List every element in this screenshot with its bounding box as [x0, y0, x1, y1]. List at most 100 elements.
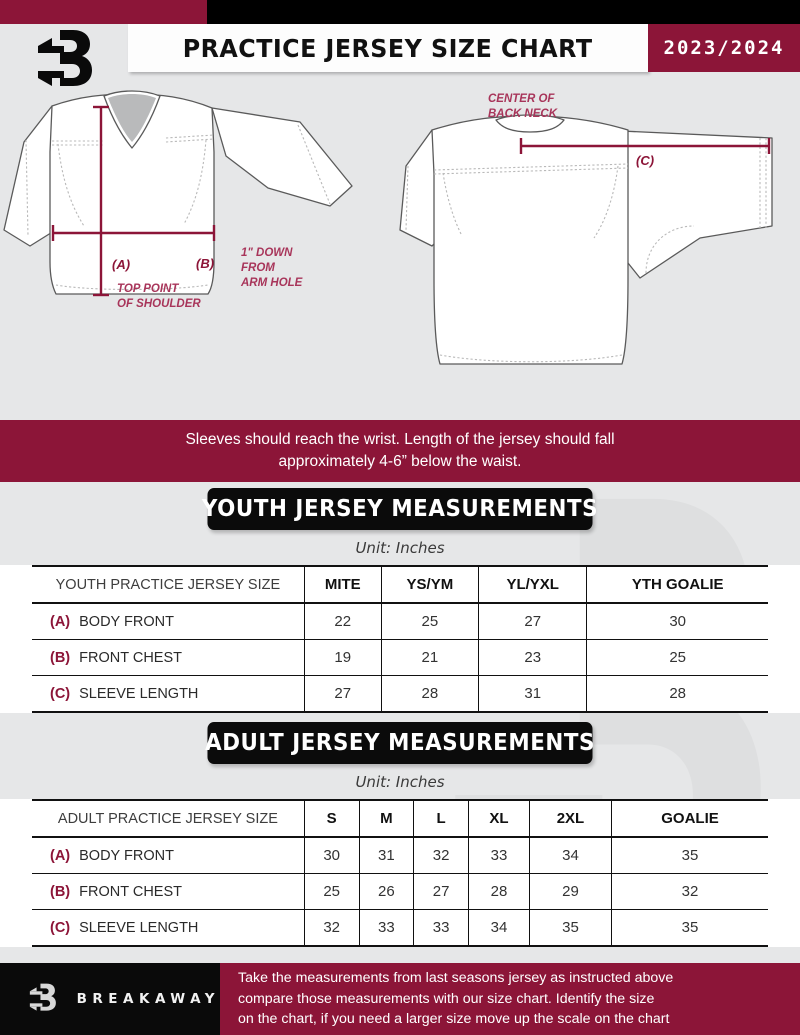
table-row: (B) FRONT CHEST 19 21 23 25 [32, 639, 768, 676]
youth-unit-label: Unit: Inches [355, 539, 445, 557]
adult-header-size-label: ADULT PRACTICE JERSEY SIZE [32, 799, 305, 838]
youth-row-text-1: FRONT CHEST [79, 649, 182, 666]
adult-table-header-row: ADULT PRACTICE JERSEY SIZE S M L XL 2XL … [32, 799, 768, 838]
season-year-badge: 2023/2024 [648, 24, 800, 72]
youth-cell-2-0: 27 [303, 675, 382, 713]
adult-cell-1-3: 28 [467, 873, 530, 910]
youth-column-header-2: YL/YXL [478, 565, 587, 604]
youth-header-size-label: YOUTH PRACTICE JERSEY SIZE [32, 565, 305, 604]
youth-cell-1-0: 19 [303, 639, 382, 676]
top-strip-maroon [0, 0, 207, 24]
youth-section: YOUTH JERSEY MEASUREMENTS Unit: Inches Y… [0, 488, 800, 713]
footer-brand: BREAKAWAY [0, 963, 220, 1035]
back-neck-note-line2: BACK NECK [488, 108, 558, 120]
youth-row-tag-1: (B) [50, 649, 71, 666]
youth-cell-1-1: 21 [380, 639, 479, 676]
youth-table-wrap: YOUTH PRACTICE JERSEY SIZE MITE YS/YM YL… [0, 565, 800, 713]
table-row: (B) FRONT CHEST 25 26 27 28 29 32 [32, 873, 768, 910]
adult-row-tag-1: (B) [50, 883, 71, 900]
adult-row-label-0: (A) BODY FRONT [32, 837, 305, 874]
sizing-note-line-2: approximately 4-6” below the waist. [278, 453, 522, 470]
youth-cell-1-3: 25 [586, 639, 768, 676]
breakaway-b-monogram-icon [30, 26, 106, 98]
adult-row-text-2: SLEEVE LENGTH [79, 919, 199, 936]
table-row: (A) BODY FRONT 30 31 32 33 34 35 [32, 837, 768, 874]
sizing-note-banner: Sleeves should reach the wrist. Length o… [0, 420, 800, 482]
back-label-c-tag: (C) [636, 153, 654, 168]
front-jersey-illustration: (A) TOP POINT OF SHOULDER (B) 1" DOWN FR… [3, 90, 353, 310]
adult-unit-label: Unit: Inches [355, 773, 445, 791]
youth-column-header-3: YTH GOALIE [586, 565, 768, 604]
youth-row-tag-2: (C) [50, 685, 71, 702]
adult-cell-2-0: 32 [303, 909, 360, 947]
header-title-box: PRACTICE JERSEY SIZE CHART [128, 24, 648, 72]
table-row: (C) SLEEVE LENGTH 32 33 33 34 35 35 [32, 909, 768, 947]
youth-column-header-0: MITE [303, 565, 382, 604]
adult-row-label-1: (B) FRONT CHEST [32, 873, 305, 910]
breakaway-b-monogram-icon [29, 983, 56, 1011]
adult-column-header-1: M [358, 799, 414, 838]
youth-measurements-table: YOUTH PRACTICE JERSEY SIZE MITE YS/YM YL… [32, 565, 768, 713]
front-label-a-tag: (A) [112, 257, 130, 272]
youth-row-text-2: SLEEVE LENGTH [79, 685, 199, 702]
youth-cell-1-2: 23 [478, 639, 587, 676]
page-footer: BREAKAWAY Take the measurements from las… [0, 963, 800, 1035]
front-label-b-line3: ARM HOLE [240, 277, 303, 289]
adult-table-wrap: ADULT PRACTICE JERSEY SIZE S M L XL 2XL … [0, 799, 800, 947]
page-title: PRACTICE JERSEY SIZE CHART [183, 33, 593, 63]
adult-row-text-0: BODY FRONT [79, 847, 174, 864]
adult-column-header-3: XL [467, 799, 530, 838]
youth-cell-2-2: 31 [478, 675, 587, 713]
adult-cell-2-4: 35 [528, 909, 612, 947]
front-label-a-line1: TOP POINT [117, 283, 179, 295]
front-label-a-line2: OF SHOULDER [117, 298, 201, 310]
footer-instructions-line-2: compare those measurements with our size… [238, 990, 655, 1007]
page-header: PRACTICE JERSEY SIZE CHART 2023/2024 [0, 24, 800, 86]
youth-row-label-0: (A) BODY FRONT [32, 603, 305, 640]
front-label-b-tag: (B) [196, 256, 214, 271]
adult-cell-2-3: 34 [467, 909, 530, 947]
back-jersey-illustration: (C) CENTER OF BACK NECK [399, 93, 773, 365]
adult-row-tag-0: (A) [50, 847, 71, 864]
jersey-diagram: .outl { fill:#ffffff; stroke:#5a5a5a; st… [0, 78, 800, 420]
table-row: (A) BODY FRONT 22 25 27 30 [32, 603, 768, 640]
adult-column-header-0: S [303, 799, 360, 838]
youth-cell-0-3: 30 [586, 603, 768, 640]
adult-cell-2-5: 35 [610, 909, 768, 947]
adult-cell-1-1: 26 [358, 873, 414, 910]
front-label-b-line2: FROM [241, 262, 275, 274]
youth-cell-0-1: 25 [380, 603, 479, 640]
youth-table-header-row: YOUTH PRACTICE JERSEY SIZE MITE YS/YM YL… [32, 565, 768, 604]
adult-cell-0-2: 32 [413, 837, 469, 874]
adult-column-header-5: GOALIE [610, 799, 768, 838]
adult-section-title: ADULT JERSEY MEASUREMENTS [205, 722, 594, 764]
adult-column-header-2: L [413, 799, 469, 838]
youth-row-label-2: (C) SLEEVE LENGTH [32, 675, 305, 713]
adult-column-header-4: 2XL [528, 799, 612, 838]
footer-instructions-line-3: on the chart, if you need a larger size … [238, 1011, 670, 1028]
youth-row-tag-0: (A) [50, 613, 71, 630]
adult-cell-1-4: 29 [528, 873, 612, 910]
adult-cell-0-1: 31 [358, 837, 414, 874]
youth-column-header-1: YS/YM [380, 565, 479, 604]
adult-cell-0-4: 34 [528, 837, 612, 874]
youth-cell-0-2: 27 [478, 603, 587, 640]
footer-instructions: Take the measurements from last seasons … [220, 963, 800, 1035]
table-row: (C) SLEEVE LENGTH 27 28 31 28 [32, 675, 768, 713]
adult-row-text-1: FRONT CHEST [79, 883, 182, 900]
footer-instructions-line-1: Take the measurements from last seasons … [238, 969, 674, 986]
sizing-note-line-1: Sleeves should reach the wrist. Length o… [185, 431, 615, 448]
adult-cell-2-1: 33 [358, 909, 414, 947]
footer-wordmark: BREAKAWAY [76, 991, 220, 1007]
adult-cell-0-0: 30 [303, 837, 360, 874]
youth-section-title: YOUTH JERSEY MEASUREMENTS [202, 488, 598, 530]
adult-cell-0-3: 33 [467, 837, 530, 874]
adult-cell-2-2: 33 [413, 909, 469, 947]
top-strip-black [0, 0, 800, 24]
youth-cell-2-3: 28 [586, 675, 768, 713]
youth-row-text-0: BODY FRONT [79, 613, 174, 630]
adult-cell-0-5: 35 [610, 837, 768, 874]
adult-cell-1-2: 27 [413, 873, 469, 910]
front-label-b-line1: 1" DOWN [241, 247, 293, 259]
